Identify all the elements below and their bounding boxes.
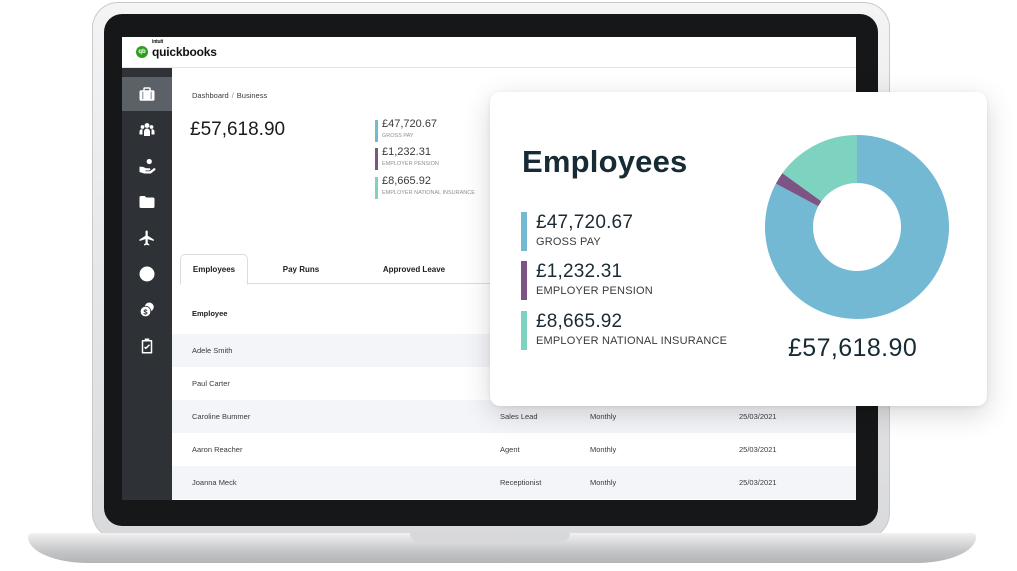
employee-role: Sales Lead	[500, 412, 538, 421]
tab-pay-runs[interactable]: Pay Runs	[282, 265, 320, 274]
stat-value: £47,720.67	[536, 212, 634, 233]
employee-name[interactable]: Adele Smith	[192, 346, 233, 355]
stat-value: £8,665.92	[536, 311, 623, 332]
sidebar-item-leave[interactable]	[122, 221, 172, 255]
stat-value: £47,720.67	[382, 118, 438, 130]
sidebar-item-expenses[interactable]: $	[122, 293, 172, 327]
donut-slice-employer-pension	[775, 173, 822, 207]
breadcrumb-separator: /	[231, 91, 234, 100]
breadcrumb: Dashboard / Business	[192, 91, 267, 100]
tab-approved-leave[interactable]: Approved Leave	[382, 265, 446, 274]
stat-label: EMPLOYER NATIONAL INSURANCE	[536, 335, 728, 347]
sidebar-item-payments[interactable]	[122, 149, 172, 183]
briefcase-icon	[139, 87, 155, 101]
employee-role: Agent	[500, 445, 520, 454]
folder-icon	[139, 196, 155, 208]
summary-stat-employer-pension: £1,232.31 EMPLOYER PENSION	[375, 146, 439, 172]
employee-name[interactable]: Caroline Bummer	[192, 412, 251, 421]
card-title: Employees	[522, 144, 688, 179]
hand-coin-icon	[139, 158, 156, 174]
stat-value: £1,232.31	[382, 146, 431, 158]
brand-name: intuit quickbooks	[152, 39, 217, 59]
laptop-notch	[410, 533, 570, 542]
stat-label: EMPLOYER NATIONAL INSURANCE	[382, 190, 475, 196]
pay-frequency: Monthly	[590, 445, 617, 454]
pay-frequency: Monthly	[590, 478, 617, 487]
people-icon	[139, 123, 155, 136]
sidebar-item-employees[interactable]	[122, 113, 172, 147]
quickbooks-logo[interactable]: qb intuit quickbooks	[136, 39, 217, 59]
table-row[interactable]: Joanna Meck Receptionist Monthly 25/03/2…	[172, 466, 856, 499]
summary-total: £57,618.90	[190, 119, 286, 140]
employee-name[interactable]: Paul Carter	[192, 379, 230, 388]
employees-summary-card: Employees £47,720.67 GROSS PAY £1,232.31…	[490, 92, 987, 406]
card-stat-employer-ni: £8,665.92 EMPLOYER NATIONAL INSURANCE	[521, 311, 727, 351]
card-total: £57,618.90	[788, 334, 918, 362]
stat-color-bar	[521, 311, 527, 350]
table-row[interactable]: Aaron Reacher Agent Monthly 25/03/2021	[172, 433, 856, 466]
card-stat-gross-pay: £47,720.67 GROSS PAY	[521, 212, 633, 252]
dollar-coins-icon: $	[139, 302, 154, 318]
employee-name[interactable]: Joanna Meck	[192, 478, 237, 487]
employee-role: Receptionist	[500, 478, 542, 487]
sidebar-item-business[interactable]	[122, 77, 172, 111]
stat-color-bar	[375, 148, 378, 170]
brand-wordmark: quickbooks	[152, 45, 217, 59]
employee-name[interactable]: Aaron Reacher	[192, 445, 243, 454]
sidebar-item-tasks[interactable]	[122, 329, 172, 363]
table-row[interactable]: Paul Carter	[172, 367, 856, 400]
stat-color-bar	[375, 120, 378, 142]
svg-text:$: $	[143, 308, 148, 317]
donut-slice-gross-pay	[765, 135, 949, 319]
stat-label: GROSS PAY	[536, 236, 601, 248]
pay-date: 25/03/2021	[739, 478, 777, 487]
donut-slice-employer-ni	[782, 135, 857, 202]
brand-parent: intuit	[152, 39, 164, 45]
sidebar-item-timesheets[interactable]	[122, 257, 172, 291]
sidebar: $	[122, 68, 172, 500]
stat-value: £8,665.92	[382, 175, 431, 187]
stat-label: EMPLOYER PENSION	[382, 161, 439, 167]
qb-logo-icon: qb	[136, 46, 148, 58]
breadcrumb-dashboard[interactable]: Dashboard	[192, 91, 229, 100]
stat-color-bar	[375, 177, 378, 199]
app-header: qb intuit quickbooks	[122, 37, 856, 68]
card-stat-employer-pension: £1,232.31 EMPLOYER PENSION	[521, 261, 653, 301]
tab-employees[interactable]: Employees	[180, 254, 248, 285]
table-header: Employee	[172, 294, 856, 334]
pay-date: 25/03/2021	[739, 412, 777, 421]
clipboard-check-icon	[141, 338, 153, 354]
column-header-employee[interactable]: Employee	[192, 309, 228, 318]
summary-stat-employer-ni: £8,665.92 EMPLOYER NATIONAL INSURANCE	[375, 175, 475, 201]
stat-label: GROSS PAY	[382, 133, 414, 139]
stat-value: £1,232.31	[536, 261, 623, 282]
pay-breakdown-donut-chart	[765, 135, 949, 319]
pay-frequency: Monthly	[590, 412, 617, 421]
sidebar-item-documents[interactable]	[122, 185, 172, 219]
stat-color-bar	[521, 261, 527, 300]
pay-date: 25/03/2021	[739, 445, 777, 454]
stat-label: EMPLOYER PENSION	[536, 285, 653, 297]
airplane-icon	[139, 230, 154, 246]
stat-color-bar	[521, 212, 527, 251]
clock-icon	[139, 266, 155, 282]
summary-stat-gross-pay: £47,720.67 GROSS PAY	[375, 118, 437, 144]
breadcrumb-business: Business	[236, 91, 268, 100]
